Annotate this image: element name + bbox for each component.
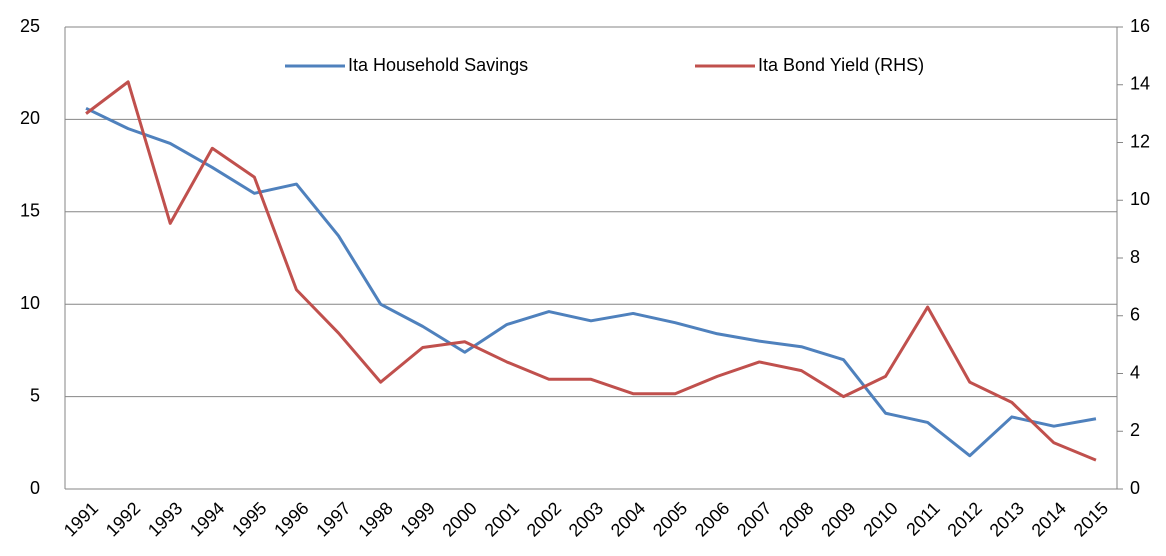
x-tick-label: 2009: [817, 498, 859, 540]
x-tick-label: 2005: [649, 498, 691, 540]
x-tick-label: 2004: [607, 498, 649, 540]
x-tick-label: 1996: [270, 498, 312, 540]
y-tick-label: 0: [30, 478, 40, 498]
y2-tick-label: 14: [1130, 74, 1150, 94]
y2-tick-label: 8: [1130, 247, 1140, 267]
y-tick-label: 15: [20, 201, 40, 221]
x-tick-label: 2008: [775, 498, 817, 540]
x-tick-label: 2010: [859, 498, 901, 540]
legend-label: Ita Bond Yield (RHS): [758, 55, 924, 75]
x-tick-label: 2011: [902, 498, 944, 540]
x-tick-label: 1999: [396, 498, 438, 540]
series-line: [85, 80, 1097, 462]
x-tick-label: 2002: [523, 498, 565, 540]
x-tick-label: 2014: [1028, 498, 1070, 540]
y2-tick-label: 0: [1130, 478, 1140, 498]
x-tick-label: 1995: [228, 498, 270, 540]
y2-tick-label: 16: [1130, 16, 1150, 36]
x-tick-label: 2000: [438, 498, 480, 540]
x-tick-label: 2013: [986, 498, 1028, 540]
y2-tick-label: 4: [1130, 362, 1140, 382]
x-tick-label: 1991: [60, 498, 102, 540]
x-tick-label: 1992: [102, 498, 144, 540]
x-tick-label: 1994: [186, 498, 228, 540]
x-tick-label: 2003: [565, 498, 607, 540]
y2-tick-label: 10: [1130, 189, 1150, 209]
x-tick-label: 2006: [691, 498, 733, 540]
x-tick-label: 2001: [481, 498, 523, 540]
x-tick-label: 2012: [943, 498, 985, 540]
legend-label: Ita Household Savings: [348, 55, 528, 75]
x-tick-label: 1998: [354, 498, 396, 540]
y2-tick-label: 12: [1130, 131, 1150, 151]
y-tick-label: 20: [20, 108, 40, 128]
y-tick-label: 10: [20, 293, 40, 313]
y-tick-label: 25: [20, 16, 40, 36]
x-tick-label: 1997: [312, 498, 354, 540]
x-tick-label: 2015: [1070, 498, 1112, 540]
series-line: [85, 106, 1097, 458]
x-tick-label: 1993: [144, 498, 186, 540]
y-tick-label: 5: [30, 385, 40, 405]
y2-tick-label: 2: [1130, 420, 1140, 440]
y2-tick-label: 6: [1130, 305, 1140, 325]
x-tick-label: 2007: [733, 498, 775, 540]
